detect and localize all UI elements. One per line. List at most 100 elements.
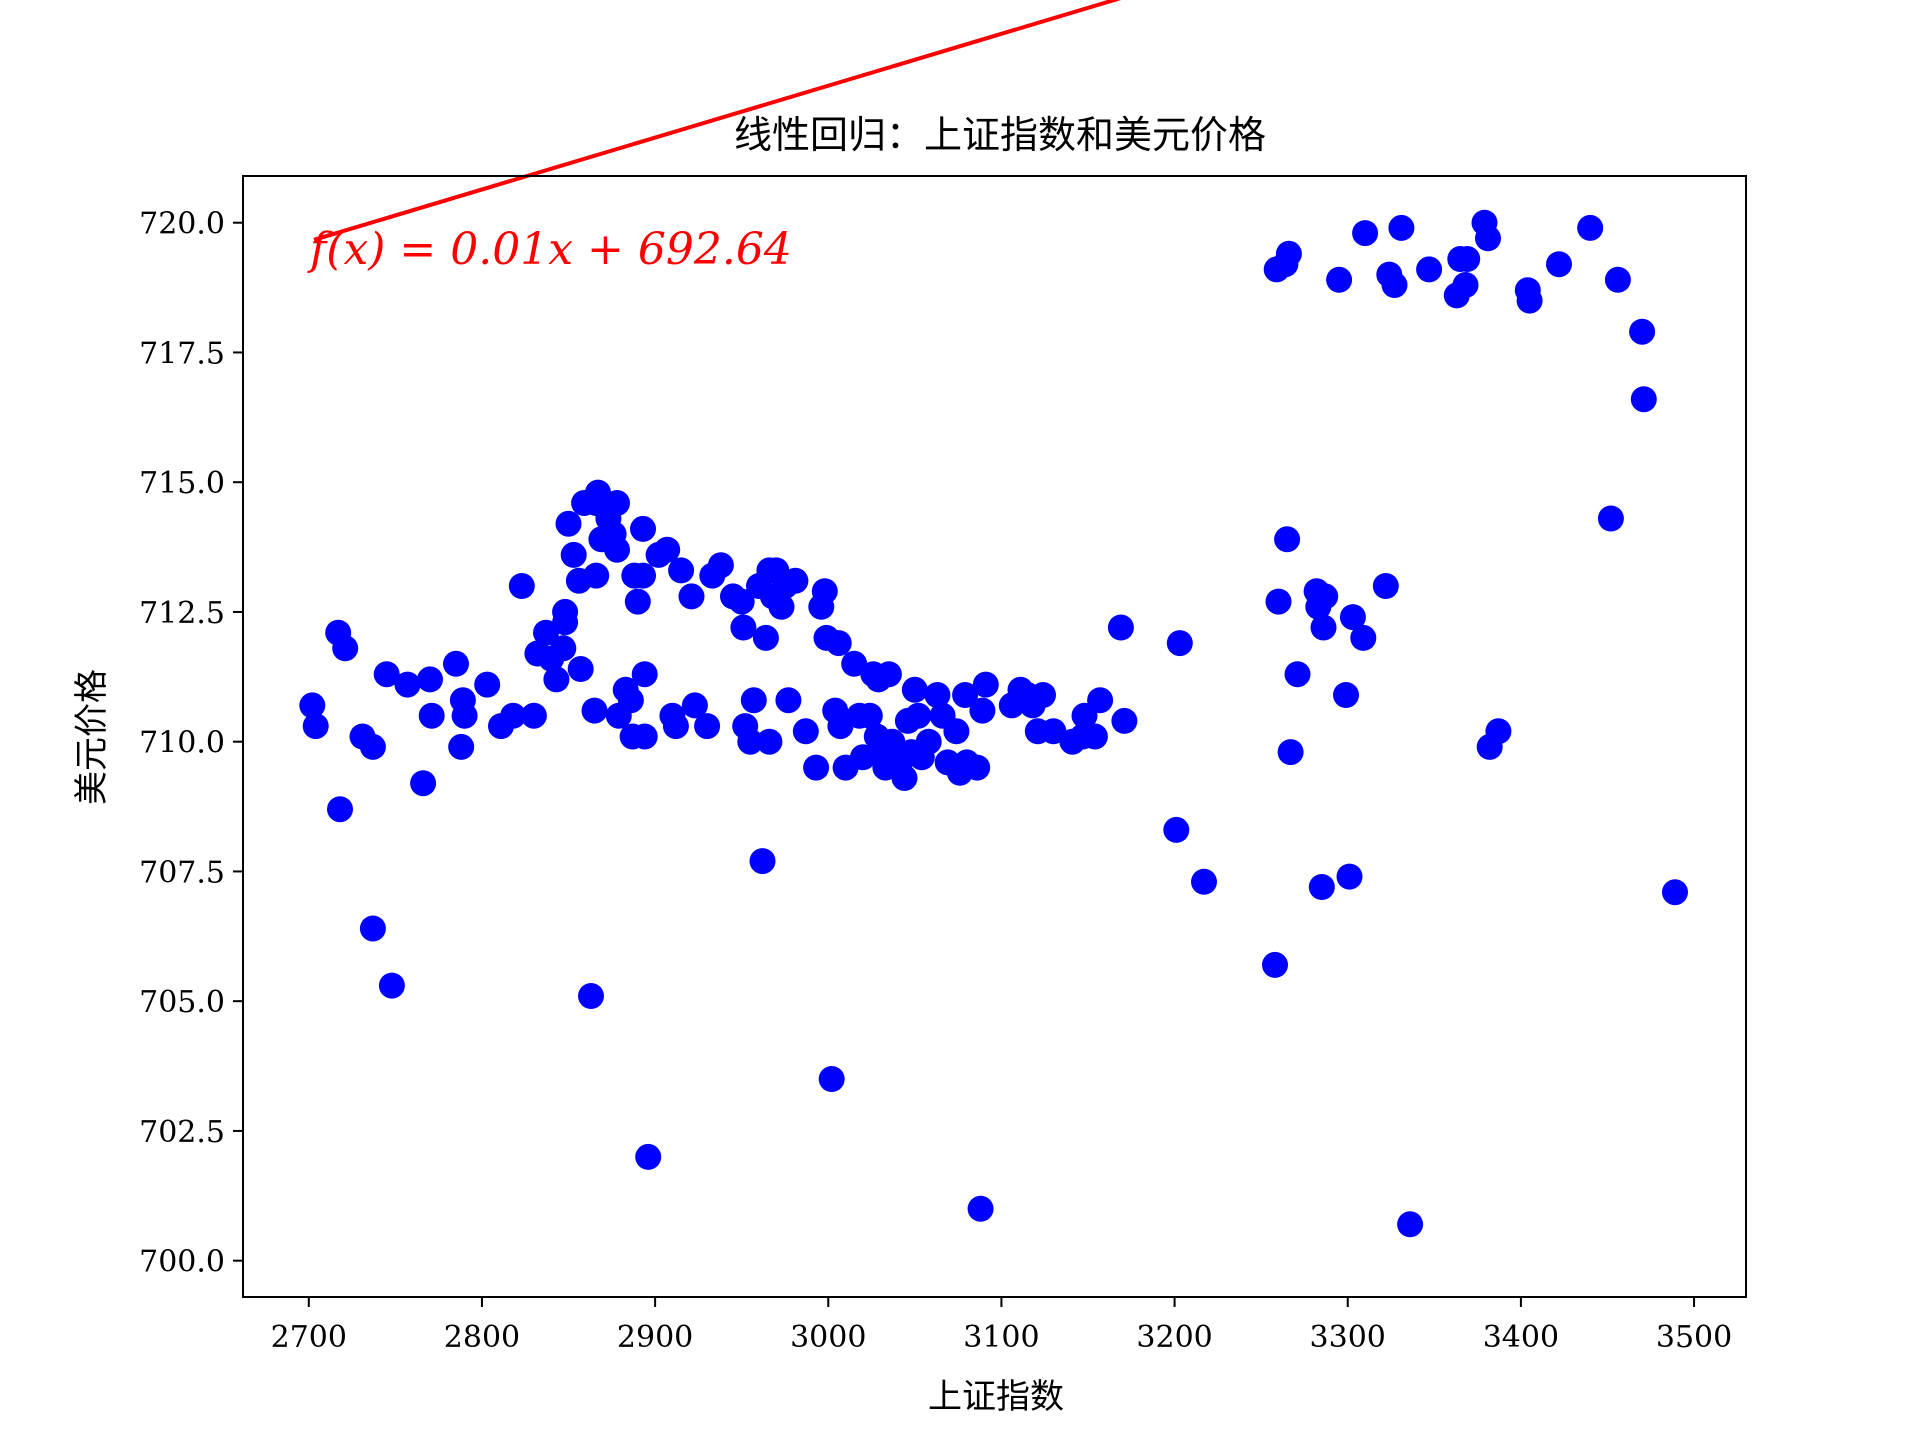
y-tick-label-712.5: 712.5 — [139, 596, 225, 631]
y-tick-label-717.5: 717.5 — [139, 336, 225, 371]
data-point-172 — [1475, 225, 1501, 252]
data-point-119 — [952, 682, 979, 708]
data-point-28 — [550, 635, 577, 662]
data-point-30 — [552, 609, 579, 636]
data-point-94 — [841, 650, 868, 677]
data-point-130 — [1030, 682, 1056, 708]
data-point-56 — [635, 1143, 662, 1170]
regression-line — [313, 0, 1122, 242]
y-tick-label-702.5: 702.5 — [139, 1115, 225, 1150]
data-point-138 — [1111, 707, 1138, 734]
data-point-22 — [508, 573, 535, 599]
data-point-158 — [1339, 604, 1366, 631]
data-point-17 — [451, 702, 478, 729]
data-point-52 — [630, 515, 656, 542]
data-point-7 — [359, 733, 386, 760]
data-point-180 — [1604, 266, 1631, 293]
data-point-154 — [1312, 583, 1339, 610]
x-tick-label-3300: 3300 — [1310, 1320, 1386, 1355]
data-point-76 — [756, 728, 783, 755]
data-point-21 — [500, 702, 527, 729]
data-point-54 — [631, 661, 658, 688]
x-tick-label-3500: 3500 — [1656, 1320, 1732, 1355]
data-point-1 — [299, 692, 326, 719]
x-tick-label-2800: 2800 — [444, 1320, 520, 1355]
data-point-11 — [394, 671, 421, 698]
y-tick-label-710.0: 710.0 — [139, 726, 225, 761]
data-point-159 — [1350, 624, 1377, 651]
data-point-161 — [1372, 573, 1399, 599]
data-point-71 — [737, 728, 764, 755]
data-point-66 — [707, 552, 734, 579]
data-point-13 — [417, 666, 443, 693]
data-point-97 — [856, 702, 883, 729]
y-tick-label-700.0: 700.0 — [139, 1245, 225, 1280]
data-point-87 — [811, 578, 838, 605]
data-point-146 — [1274, 526, 1301, 553]
data-point-38 — [585, 479, 611, 506]
data-point-36 — [578, 983, 604, 1009]
data-point-170 — [1454, 246, 1481, 272]
x-tick-label-2700: 2700 — [271, 1320, 347, 1355]
data-point-181 — [1629, 318, 1656, 345]
data-point-149 — [1284, 661, 1311, 688]
data-point-176 — [1516, 287, 1543, 314]
data-point-33 — [567, 656, 594, 682]
data-point-74 — [749, 848, 776, 875]
data-point-18 — [448, 733, 475, 760]
data-point-40 — [581, 697, 608, 724]
data-point-153 — [1310, 614, 1337, 641]
data-point-179 — [1597, 505, 1624, 532]
x-tick-label-3100: 3100 — [963, 1320, 1039, 1355]
data-point-31 — [555, 510, 582, 537]
x-tick-label-3400: 3400 — [1483, 1320, 1559, 1355]
data-point-160 — [1352, 220, 1379, 247]
data-point-64 — [694, 713, 721, 740]
data-point-152 — [1308, 874, 1335, 900]
data-point-60 — [662, 713, 689, 740]
chart-title: 线性回归：上证指数和美元价格 — [734, 113, 1266, 157]
data-point-123 — [969, 697, 996, 724]
data-point-121 — [964, 754, 991, 781]
data-point-148 — [1277, 739, 1304, 766]
data-point-2 — [302, 713, 329, 740]
data-point-182 — [1630, 386, 1657, 413]
data-point-82 — [775, 687, 802, 714]
data-point-5 — [327, 796, 353, 823]
data-point-80 — [768, 593, 795, 620]
data-point-183 — [1662, 879, 1688, 906]
data-point-178 — [1577, 214, 1604, 241]
data-point-124 — [972, 671, 999, 698]
data-point-110 — [901, 676, 928, 703]
data-point-27 — [543, 666, 570, 693]
data-point-166 — [1416, 256, 1443, 283]
data-point-164 — [1388, 214, 1415, 241]
data-point-131 — [1040, 718, 1067, 745]
data-point-137 — [1107, 614, 1134, 641]
data-point-19 — [474, 671, 501, 698]
data-point-58 — [654, 536, 681, 563]
data-point-107 — [891, 765, 918, 791]
data-point-111 — [905, 702, 932, 729]
data-point-9 — [378, 972, 405, 999]
data-point-44 — [604, 536, 630, 563]
data-point-32 — [560, 541, 587, 568]
data-point-142 — [1262, 951, 1288, 978]
data-point-114 — [924, 682, 951, 708]
data-point-136 — [1087, 687, 1114, 714]
x-tick-label-3200: 3200 — [1136, 1320, 1212, 1355]
data-point-25 — [533, 619, 559, 646]
x-tick-label-2900: 2900 — [617, 1320, 693, 1355]
data-point-156 — [1333, 682, 1359, 708]
data-point-117 — [943, 718, 970, 745]
data-point-84 — [792, 718, 819, 745]
data-point-135 — [1081, 723, 1108, 750]
data-point-72 — [740, 687, 767, 714]
data-point-155 — [1326, 266, 1353, 293]
data-point-169 — [1452, 272, 1479, 298]
data-point-174 — [1485, 718, 1512, 745]
data-point-39 — [583, 562, 610, 589]
data-point-51 — [624, 588, 651, 615]
